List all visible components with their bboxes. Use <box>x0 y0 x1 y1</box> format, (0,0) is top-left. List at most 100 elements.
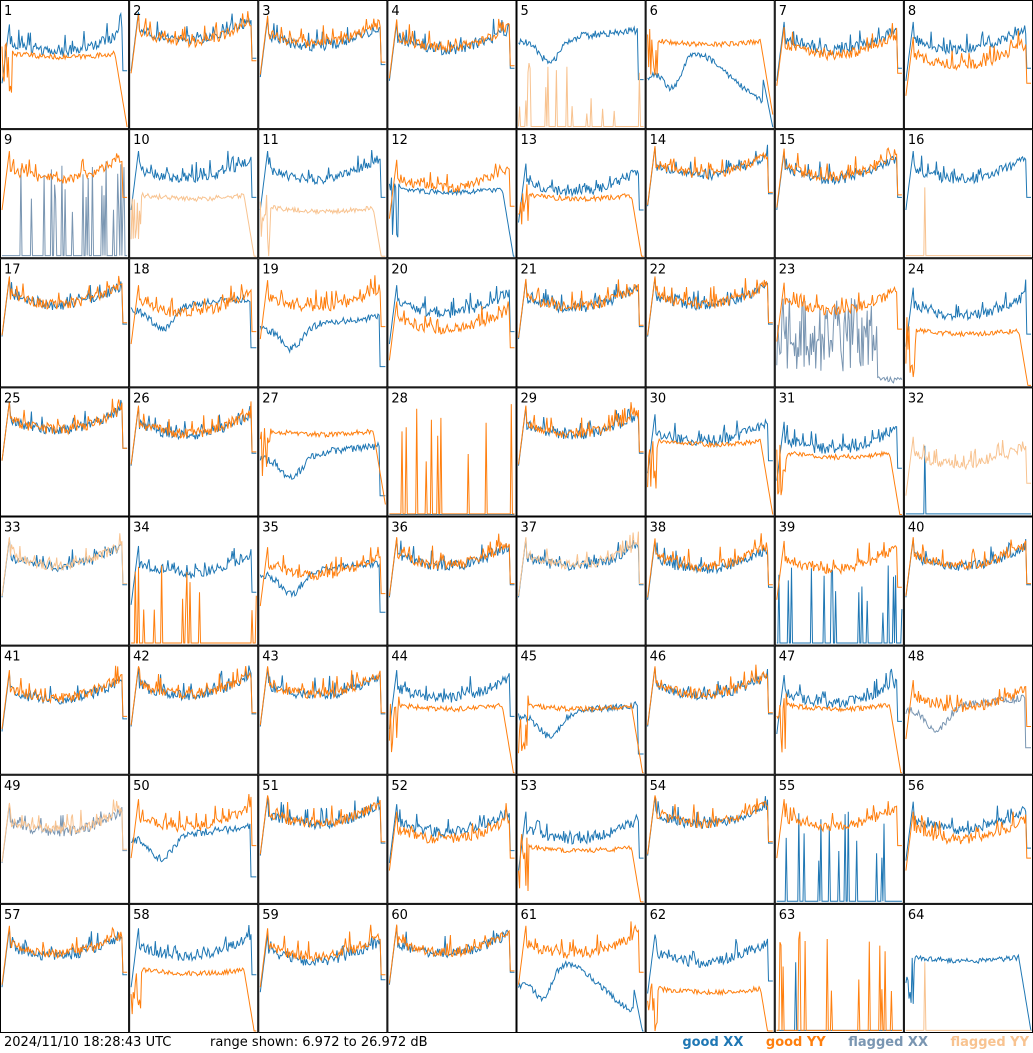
panel-23: 23 <box>774 258 904 388</box>
panel-frame <box>0 387 130 517</box>
series-yy-55 <box>776 799 902 859</box>
panel-frame <box>387 645 517 775</box>
series-yy-31 <box>776 444 902 515</box>
panel-24: 24 <box>903 258 1033 388</box>
series-xx-32 <box>905 445 1031 515</box>
panel-3: 3 <box>258 0 388 130</box>
series-yy-4 <box>388 18 515 79</box>
panel-label: 61 <box>521 908 538 923</box>
panel-56: 56 <box>903 774 1033 904</box>
series-yy-24 <box>905 317 1031 386</box>
panel-frame <box>516 387 646 517</box>
panel-53: 53 <box>516 774 646 904</box>
panel-frame <box>645 516 775 646</box>
panel-35: 35 <box>258 516 388 646</box>
panel-label: 38 <box>650 521 667 536</box>
panel-frame <box>0 903 130 1033</box>
panel-10: 10 <box>129 129 259 259</box>
panel-frame <box>258 903 388 1033</box>
series-yy-42 <box>130 665 257 726</box>
series-yy-52 <box>388 803 515 871</box>
panel-52: 52 <box>387 774 517 904</box>
series-yy-6 <box>647 28 774 115</box>
series-yy-25 <box>1 398 128 461</box>
series-xx-12 <box>388 177 515 257</box>
series-xx-61 <box>518 959 644 1032</box>
panel-frame <box>903 258 1033 388</box>
panel-label: 39 <box>779 521 796 536</box>
series-yy-12 <box>388 159 515 219</box>
panel-label: 62 <box>650 908 667 923</box>
panel-frame <box>129 129 259 259</box>
series-yy-26 <box>130 401 257 465</box>
series-xx-18 <box>130 294 257 349</box>
panel-14: 14 <box>645 129 775 259</box>
panel-label: 17 <box>4 262 21 277</box>
panel-16: 16 <box>903 129 1033 259</box>
panel-label: 6 <box>650 4 658 19</box>
panel-label: 40 <box>908 521 925 536</box>
panel-label: 48 <box>908 650 925 665</box>
panel-label: 23 <box>779 262 796 277</box>
panel-frame <box>774 129 904 259</box>
series-yy-59 <box>259 924 386 988</box>
panel-label: 45 <box>521 650 538 665</box>
series-xx-60 <box>388 925 515 985</box>
series-yy-36 <box>388 533 515 597</box>
series-xx-7 <box>776 21 902 81</box>
series-yy-9 <box>1 151 128 211</box>
legend: good XX good YY flagged XX flagged YY <box>664 1035 1029 1050</box>
panel-label: 51 <box>262 779 279 794</box>
panel-label: 55 <box>779 779 796 794</box>
series-yy-19 <box>259 275 386 340</box>
series-yy-35 <box>259 546 386 607</box>
panel-1: 1 <box>0 0 130 130</box>
panel-frame <box>0 258 130 388</box>
series-yy-45 <box>518 695 644 774</box>
panel-frame <box>258 516 388 646</box>
series-yy-60 <box>388 924 515 984</box>
series-xx-34 <box>130 545 257 605</box>
panel-label: 10 <box>133 133 150 148</box>
panel-label: 26 <box>133 391 150 406</box>
panel-frame <box>387 0 517 130</box>
panel-47: 47 <box>774 645 904 775</box>
panel-frame <box>645 774 775 904</box>
panel-label: 13 <box>521 133 538 148</box>
panel-label: 63 <box>779 908 796 923</box>
series-yy-17 <box>1 275 128 336</box>
panel-label: 11 <box>262 133 279 148</box>
series-yy-33 <box>1 533 128 597</box>
panel-frame <box>258 774 388 904</box>
series-yy-39 <box>776 540 902 600</box>
panel-label: 30 <box>650 391 667 406</box>
panel-frame <box>645 129 775 259</box>
series-xx-62 <box>647 934 773 994</box>
series-yy-22 <box>647 276 773 336</box>
panel-label: 49 <box>4 779 21 794</box>
panel-label: 18 <box>133 262 150 277</box>
panel-43: 43 <box>258 645 388 775</box>
series-xx-23 <box>776 298 903 384</box>
panel-6: 6 <box>645 0 775 130</box>
panel-frame <box>774 645 904 775</box>
panel-frame <box>129 516 259 646</box>
series-yy-15 <box>776 147 902 208</box>
series-xx-37 <box>518 538 644 598</box>
series-xx-13 <box>518 163 644 223</box>
panel-frame <box>0 774 130 904</box>
panel-frame <box>645 903 775 1033</box>
series-yy-50 <box>130 794 257 859</box>
series-xx-50 <box>130 822 257 878</box>
series-xx-56 <box>905 801 1031 861</box>
panel-label: 54 <box>650 779 667 794</box>
panel-30: 30 <box>645 387 775 517</box>
series-yy-13 <box>518 184 644 257</box>
series-yy-44 <box>388 696 515 774</box>
panel-27: 27 <box>258 387 388 517</box>
series-xx-51 <box>259 796 386 856</box>
panel-38: 38 <box>645 516 775 646</box>
series-xx-15 <box>776 151 902 211</box>
panel-54: 54 <box>645 774 775 904</box>
series-xx-30 <box>647 414 773 474</box>
